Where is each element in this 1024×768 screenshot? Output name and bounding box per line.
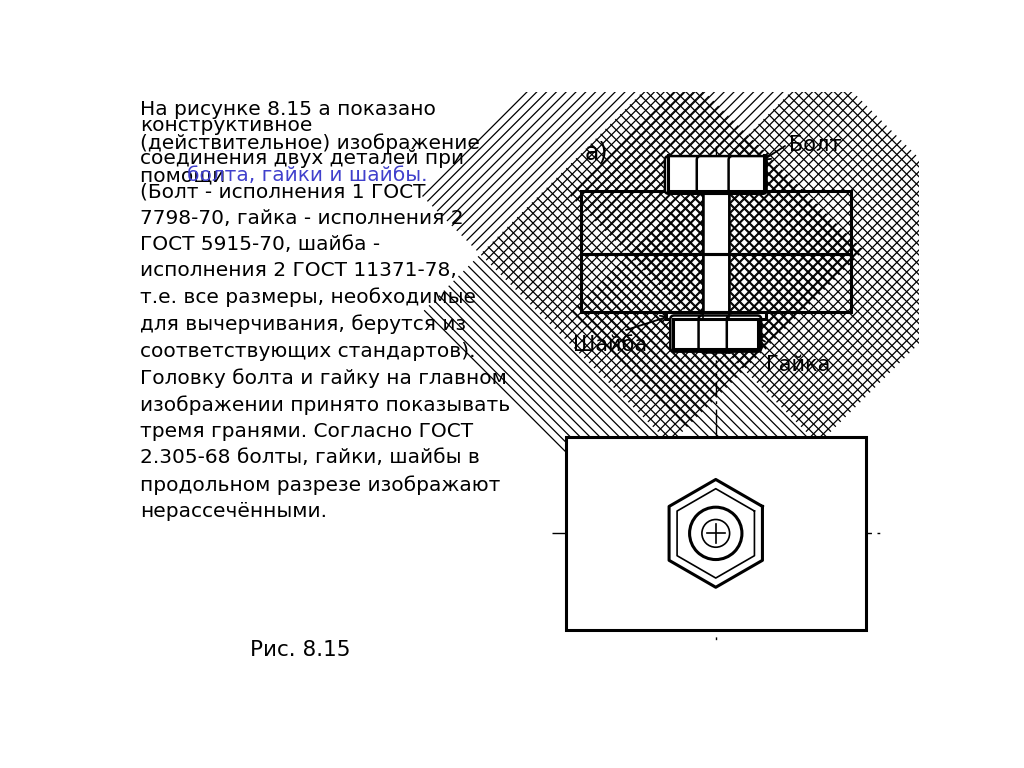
Text: а): а) <box>585 141 608 164</box>
Bar <box>729 254 851 312</box>
Text: помощи: помощи <box>140 166 231 185</box>
Text: (Болт - исполнения 1 ГОСТ
7798-70, гайка - исполнения 2
ГОСТ 5915-70, шайба -
ис: (Болт - исполнения 1 ГОСТ 7798-70, гайка… <box>140 183 510 521</box>
Bar <box>565 437 866 630</box>
Bar <box>581 254 702 312</box>
FancyBboxPatch shape <box>696 156 735 194</box>
Text: конструктивное: конструктивное <box>140 117 312 135</box>
Bar <box>581 254 851 312</box>
Bar <box>702 190 729 312</box>
Circle shape <box>689 507 742 560</box>
Bar <box>581 190 851 254</box>
Text: Гайка: Гайка <box>766 355 830 375</box>
Text: болта, гайки и шайбы.: болта, гайки и шайбы. <box>186 166 427 185</box>
Bar <box>581 190 702 254</box>
Text: Шайба: Шайба <box>573 335 647 355</box>
Bar <box>666 312 766 319</box>
Text: Рис. 8.15: Рис. 8.15 <box>250 641 350 660</box>
Bar <box>729 190 851 254</box>
Text: (действительное) изображение: (действительное) изображение <box>140 133 479 153</box>
Text: соединения двух деталей при: соединения двух деталей при <box>140 150 464 168</box>
Text: На рисунке 8.15 а показано: На рисунке 8.15 а показано <box>140 100 435 119</box>
FancyBboxPatch shape <box>727 316 761 352</box>
FancyBboxPatch shape <box>665 156 702 194</box>
FancyBboxPatch shape <box>698 316 733 352</box>
FancyBboxPatch shape <box>729 156 767 194</box>
Text: Болт: Болт <box>788 134 842 154</box>
Bar <box>702 190 729 353</box>
FancyBboxPatch shape <box>671 316 705 352</box>
Circle shape <box>701 519 730 548</box>
